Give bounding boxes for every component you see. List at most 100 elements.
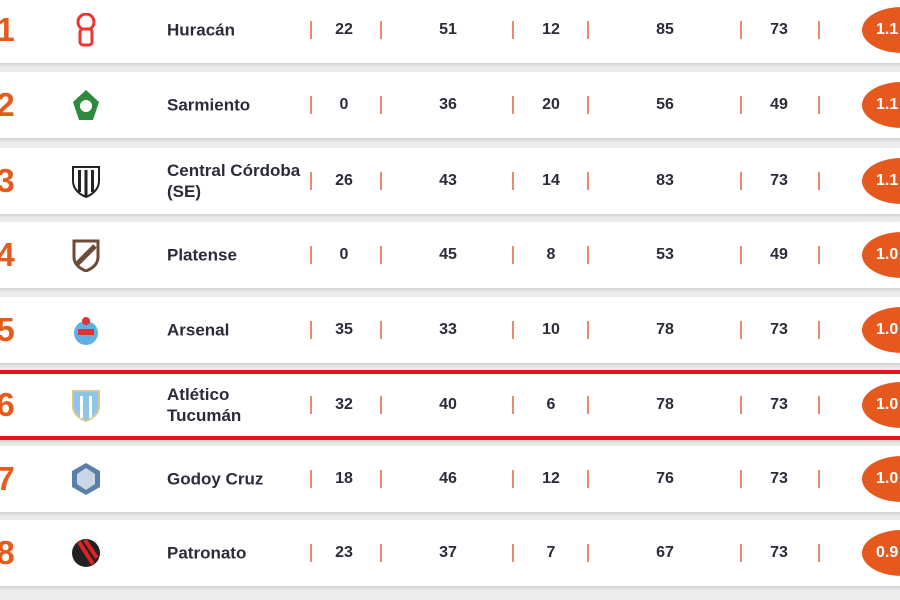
stat-c5: 73: [770, 544, 788, 561]
stat-c3: 7: [546, 544, 556, 561]
average-badge: 1.0: [862, 307, 900, 353]
column-divider: [818, 21, 820, 39]
table-row[interactable]: 25 Arsenal 35 33 10 78 73 1.0: [0, 297, 900, 363]
column-divider: [818, 396, 820, 414]
column-divider: [512, 21, 514, 39]
stat-c1: 0: [339, 96, 349, 113]
column-divider: [740, 321, 742, 339]
column-divider: [310, 544, 312, 562]
column-divider: [587, 321, 589, 339]
stat-c1: 32: [335, 396, 353, 413]
table-row[interactable]: 22 Sarmiento 0 36 20 56 49 1.1: [0, 72, 900, 138]
rank: 22: [0, 86, 15, 123]
column-divider: [380, 396, 382, 414]
stat-c2: 37: [439, 544, 457, 561]
stat-c4: 67: [656, 544, 674, 561]
column-divider: [818, 96, 820, 114]
stat-c5: 49: [770, 96, 788, 113]
average-badge: 1.0: [862, 382, 900, 428]
column-divider: [512, 470, 514, 488]
team-name[interactable]: Huracán: [167, 20, 236, 40]
column-divider: [512, 246, 514, 264]
column-divider: [380, 470, 382, 488]
team-name[interactable]: Atlético Tucumán: [167, 385, 242, 425]
column-divider: [380, 544, 382, 562]
central-cordoba-crest-icon: [71, 164, 101, 199]
stat-c2: 51: [439, 21, 457, 38]
huracan-crest-icon: [71, 12, 101, 47]
stat-c4: 78: [656, 396, 674, 413]
average-badge: 1.1: [862, 82, 900, 128]
team-name[interactable]: Platense: [167, 245, 237, 265]
column-divider: [380, 21, 382, 39]
stat-c4: 85: [656, 21, 674, 38]
column-divider: [512, 544, 514, 562]
column-divider: [818, 544, 820, 562]
stat-c4: 76: [656, 470, 674, 487]
stat-c4: 78: [656, 321, 674, 338]
column-divider: [740, 246, 742, 264]
stat-c4: 53: [656, 246, 674, 263]
column-divider: [310, 396, 312, 414]
table-row[interactable]: 23 Central Córdoba (SE) 26 43 14 83 73 1.1: [0, 148, 900, 214]
stat-c5: 73: [770, 172, 788, 189]
column-divider: [818, 470, 820, 488]
stat-c2: 33: [439, 321, 457, 338]
stat-c5: 73: [770, 21, 788, 38]
patronato-crest-icon: [71, 536, 101, 570]
stat-c2: 40: [439, 396, 457, 413]
atletico-tucuman-crest-icon: [71, 388, 101, 423]
column-divider: [740, 21, 742, 39]
team-name[interactable]: Sarmiento: [167, 95, 251, 115]
team-name[interactable]: Arsenal: [167, 320, 230, 340]
column-divider: [818, 321, 820, 339]
godoy-cruz-crest-icon: [71, 462, 101, 496]
team-name[interactable]: Patronato: [167, 543, 247, 563]
stat-c2: 36: [439, 96, 457, 113]
table-row[interactable]: 24 Platense 0 45 8 53 49 1.0: [0, 222, 900, 288]
column-divider: [740, 544, 742, 562]
column-divider: [587, 246, 589, 264]
average-badge: 1.1: [862, 7, 900, 53]
average-badge: 0.9: [862, 530, 900, 576]
stat-c3: 6: [546, 396, 556, 413]
column-divider: [380, 246, 382, 264]
column-divider: [740, 172, 742, 190]
stat-c5: 73: [770, 321, 788, 338]
table-row[interactable]: 21 Huracán 22 51 12 85 73 1.1: [0, 0, 900, 63]
column-divider: [512, 396, 514, 414]
team-name[interactable]: Godoy Cruz: [167, 469, 264, 489]
column-divider: [310, 246, 312, 264]
stat-c2: 45: [439, 246, 457, 263]
column-divider: [310, 470, 312, 488]
table-row[interactable]: 26 Atlético Tucumán 32 40 6 78 73 1.0: [0, 370, 900, 440]
table-row[interactable]: 27 Godoy Cruz 18 46 12 76 73 1.0: [0, 446, 900, 512]
rank: 24: [0, 236, 15, 273]
table-row[interactable]: 28 Patronato 23 37 7 67 73 0.9: [0, 520, 900, 586]
column-divider: [818, 172, 820, 190]
stat-c3: 8: [546, 246, 556, 263]
team-name[interactable]: Central Córdoba (SE): [167, 161, 301, 201]
column-divider: [512, 321, 514, 339]
stat-c5: 73: [770, 470, 788, 487]
rank: 28: [0, 534, 15, 571]
column-divider: [740, 96, 742, 114]
rank: 21: [0, 11, 15, 48]
rank: 23: [0, 162, 15, 199]
rank: 27: [0, 460, 15, 497]
stat-c5: 49: [770, 246, 788, 263]
stat-c4: 56: [656, 96, 674, 113]
column-divider: [587, 21, 589, 39]
column-divider: [310, 96, 312, 114]
column-divider: [818, 246, 820, 264]
stat-c3: 10: [542, 321, 560, 338]
column-divider: [740, 396, 742, 414]
stat-c2: 46: [439, 470, 457, 487]
column-divider: [310, 321, 312, 339]
stat-c3: 14: [542, 172, 560, 189]
column-divider: [587, 544, 589, 562]
stat-c3: 12: [542, 470, 560, 487]
arsenal-crest-icon: [71, 313, 101, 347]
rank: 25: [0, 311, 15, 348]
stat-c1: 26: [335, 172, 353, 189]
